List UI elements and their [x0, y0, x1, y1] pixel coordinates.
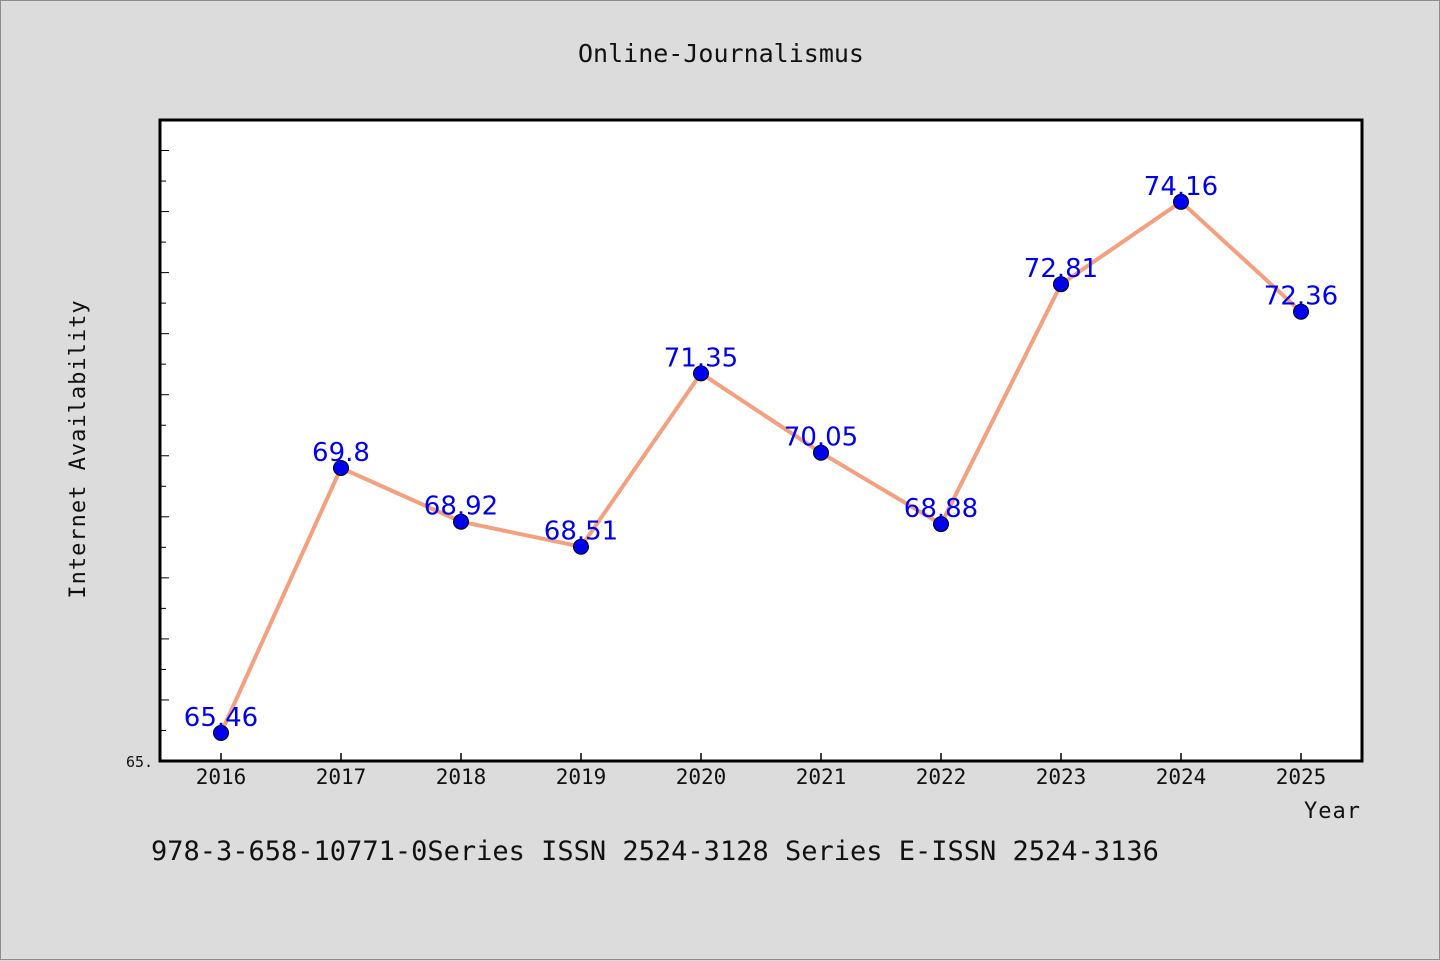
x-tick-label: 2021: [796, 765, 847, 789]
data-label: 74.16: [1144, 172, 1218, 202]
data-label: 71.35: [664, 343, 738, 373]
data-label: 70.05: [784, 423, 858, 453]
footer-isbn-text: 978-3-658-10771-0Series ISSN 2524-3128 S…: [151, 836, 1159, 867]
data-point: [1293, 303, 1309, 320]
data-point: [573, 538, 589, 555]
data-point: [213, 724, 229, 741]
data-label: 68.88: [904, 494, 978, 524]
data-point: [1173, 193, 1189, 210]
data-point: [693, 365, 709, 382]
x-tick-label: 2023: [1036, 765, 1087, 789]
data-label: 65.46: [184, 703, 258, 733]
data-point: [1053, 276, 1069, 293]
x-tick-label: 2019: [556, 765, 607, 789]
series-line: [219, 199, 1303, 734]
x-tick-label: 2018: [436, 765, 487, 789]
data-label: 68.51: [544, 517, 618, 547]
series-polyline: [219, 199, 1303, 734]
data-label: 68.92: [424, 492, 498, 522]
plot-area: [158, 118, 1364, 763]
data-point: [813, 444, 829, 461]
data-point: [333, 459, 349, 476]
chart-title: Online-Journalismus: [578, 39, 864, 68]
x-axis-ticks: 2016 2017 2018 2019 2020 2021 2022 2023 2024 2025: [196, 753, 1327, 789]
data-label: 72.81: [1024, 254, 1098, 284]
x-tick-label: 2022: [916, 765, 967, 789]
data-labels: 65.46 69.8 68.92 68.51 71.35 70.05 68.88 72.81 7…: [184, 172, 1338, 733]
y-axis-ticks: [160, 119, 169, 731]
y-axis-label: Internet Availability: [66, 299, 91, 598]
x-tick-label: 2017: [316, 765, 367, 789]
x-axis-label: Year: [1304, 799, 1361, 824]
x-tick-label: 2025: [1276, 765, 1327, 789]
data-label: 72.36: [1264, 282, 1338, 312]
data-points: [213, 193, 1309, 741]
x-tick-label: 2024: [1156, 765, 1207, 789]
data-point: [453, 513, 469, 530]
x-tick-label: 2016: [196, 765, 247, 789]
x-tick-label: 2020: [676, 765, 727, 789]
data-point: [933, 516, 949, 533]
data-label: 69.8: [312, 438, 370, 468]
y-tick-label: 65.: [126, 753, 153, 771]
